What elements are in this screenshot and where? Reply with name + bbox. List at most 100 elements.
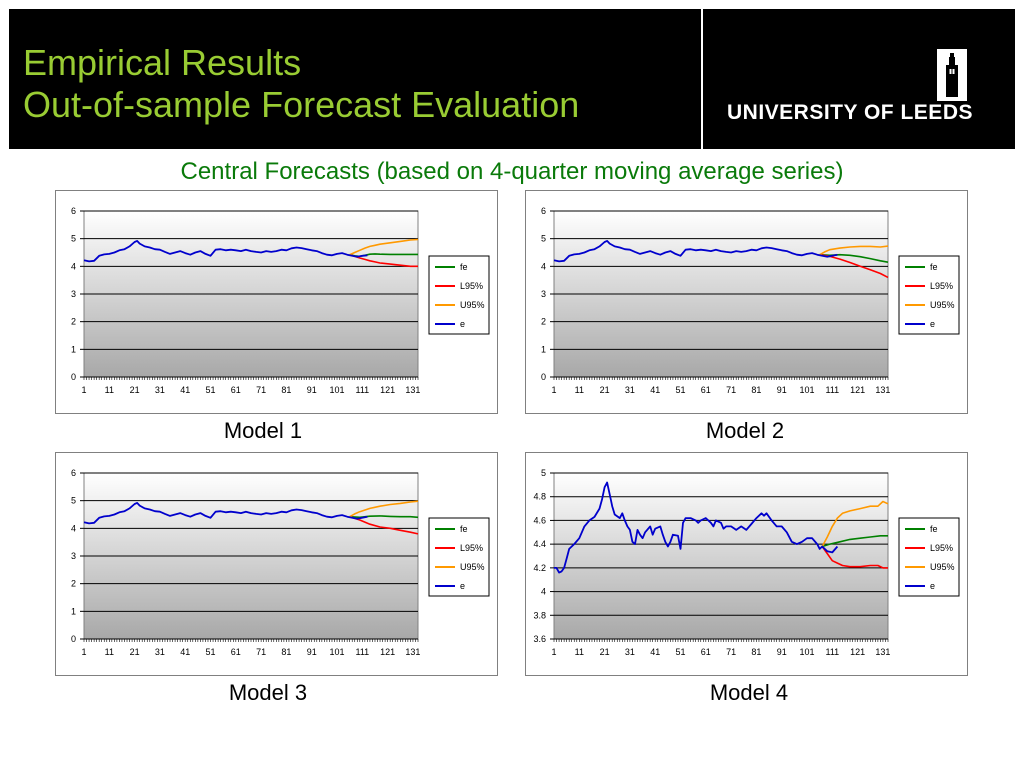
chart-legend: fe L95% U95% e xyxy=(428,517,490,597)
university-tower-icon xyxy=(937,49,967,101)
x-tick-label: 111 xyxy=(825,385,839,395)
x-tick-label: 31 xyxy=(155,385,165,395)
y-tick-label: 3 xyxy=(71,289,76,299)
legend-label: U95% xyxy=(460,300,485,310)
x-tick-label: 111 xyxy=(355,385,369,395)
y-tick-label: 0 xyxy=(71,372,76,382)
x-tick-label: 51 xyxy=(206,385,216,395)
x-tick-label: 11 xyxy=(575,647,584,657)
x-tick-label: 91 xyxy=(307,647,317,657)
series-line-u95pct xyxy=(349,500,419,518)
chart-legend: fe L95% U95% e xyxy=(898,517,960,597)
model-label-1: Model 1 xyxy=(223,418,303,443)
y-tick-label: 5 xyxy=(71,496,76,506)
x-tick-label: 31 xyxy=(625,385,635,395)
legend-label: fe xyxy=(930,524,938,534)
x-tick-label: 101 xyxy=(800,647,815,657)
y-tick-label: 2 xyxy=(541,317,546,327)
y-tick-label: 3.8 xyxy=(533,610,546,620)
y-tick-label: 1 xyxy=(71,344,76,354)
x-tick-label: 21 xyxy=(600,647,610,657)
y-tick-label: 2 xyxy=(71,579,76,589)
y-tick-label: 0 xyxy=(541,372,546,382)
legend-label: L95% xyxy=(930,281,953,291)
x-tick-label: 51 xyxy=(676,647,686,657)
y-tick-label: 4 xyxy=(71,523,76,533)
x-tick-label: 41 xyxy=(650,385,660,395)
x-tick-label: 11 xyxy=(105,385,114,395)
y-tick-label: 4 xyxy=(71,261,76,271)
slide-title: Empirical Results Out-of-sample Forecast… xyxy=(23,42,579,126)
series-line-e xyxy=(83,240,368,263)
chart-panel-model-2: 0 1 2 3 4 5 6 1 11 21 31 41 51 61 71 81 91 101 111 121 131 fe… xyxy=(525,190,968,414)
chart-panel-model-4: 3.6 3.8 4 4.2 4.4 4.6 4.8 5 1 11 21 31 41 51 61 71 81 91 1… xyxy=(525,452,968,676)
x-tick-label: 41 xyxy=(180,385,190,395)
legend-label: fe xyxy=(460,524,468,534)
x-tick-label: 61 xyxy=(701,647,711,657)
y-tick-label: 6 xyxy=(541,206,546,216)
legend-label: fe xyxy=(460,262,468,272)
legend-box xyxy=(898,255,960,335)
x-tick-label: 111 xyxy=(355,647,369,657)
x-tick-label: 101 xyxy=(330,385,345,395)
y-tick-label: 3 xyxy=(71,551,76,561)
x-tick-label: 11 xyxy=(105,647,114,657)
x-tick-label: 121 xyxy=(380,647,395,657)
x-tick-label: 131 xyxy=(405,647,420,657)
slide-subtitle: Central Forecasts (based on 4-quarter mo… xyxy=(180,158,844,185)
y-tick-label: 1 xyxy=(541,344,546,354)
y-tick-label: 6 xyxy=(71,468,76,478)
x-tick-label: 21 xyxy=(130,385,140,395)
series-line-u95pct xyxy=(821,500,889,547)
x-tick-label: 81 xyxy=(751,647,761,657)
x-tick-label: 81 xyxy=(281,647,291,657)
x-tick-label: 41 xyxy=(180,647,190,657)
chart-legend: fe L95% U95% e xyxy=(428,255,490,335)
series-line-fe xyxy=(821,535,888,548)
series-line-e xyxy=(83,502,368,525)
x-tick-label: 91 xyxy=(307,385,317,395)
x-tick-label: 51 xyxy=(676,385,686,395)
legend-label: U95% xyxy=(930,562,955,572)
legend-label: e xyxy=(460,319,465,329)
legend-label: L95% xyxy=(460,543,483,553)
y-tick-label: 5 xyxy=(541,468,546,478)
y-tick-label: 2 xyxy=(71,317,76,327)
y-tick-label: 4 xyxy=(541,587,546,597)
chart-panel-model-3: 0 1 2 3 4 5 6 1 11 21 31 41 51 61 71 81 91 101 111 121 131 fe… xyxy=(55,452,498,676)
plot-area xyxy=(553,472,889,640)
model-label-2: Model 2 xyxy=(705,418,785,443)
x-tick-label: 71 xyxy=(256,647,266,657)
chart-model-4: 3.63.844.24.44.64.851 11 21 31 41 51 61 71 81 91 1… xyxy=(533,468,960,657)
x-tick-label: 121 xyxy=(380,385,395,395)
y-tick-label: 3.6 xyxy=(533,634,546,644)
legend-box xyxy=(898,517,960,597)
x-tick-label: 1 xyxy=(81,385,86,395)
x-tick-label: 21 xyxy=(130,647,140,657)
x-tick-label: 61 xyxy=(231,647,241,657)
series-line-l95pct xyxy=(349,515,419,535)
series-line-e xyxy=(553,240,838,263)
y-tick-label: 4 xyxy=(541,261,546,271)
x-tick-label: 1 xyxy=(551,385,556,395)
header-bar: Empirical Results Out-of-sample Forecast… xyxy=(9,9,1015,149)
legend-box xyxy=(428,517,490,597)
x-tick-label: 1 xyxy=(81,647,86,657)
x-tick-label: 81 xyxy=(751,385,761,395)
y-tick-label: 4.6 xyxy=(533,515,546,525)
series-line-u95pct xyxy=(349,238,419,256)
legend-label: L95% xyxy=(930,543,953,553)
university-logo-text: UNIVERSITY OF LEEDS xyxy=(727,101,973,124)
legend-label: U95% xyxy=(930,300,955,310)
x-tick-label: 61 xyxy=(701,385,711,395)
y-tick-label: 6 xyxy=(71,206,76,216)
y-tick-label: 3 xyxy=(541,289,546,299)
x-tick-label: 121 xyxy=(850,385,865,395)
x-tick-label: 41 xyxy=(650,647,660,657)
title-line-1: Empirical Results xyxy=(23,42,302,83)
legend-box xyxy=(428,255,490,335)
x-tick-label: 11 xyxy=(575,385,584,395)
legend-label: e xyxy=(930,581,935,591)
legend-label: U95% xyxy=(460,562,485,572)
x-tick-label: 51 xyxy=(206,647,216,657)
